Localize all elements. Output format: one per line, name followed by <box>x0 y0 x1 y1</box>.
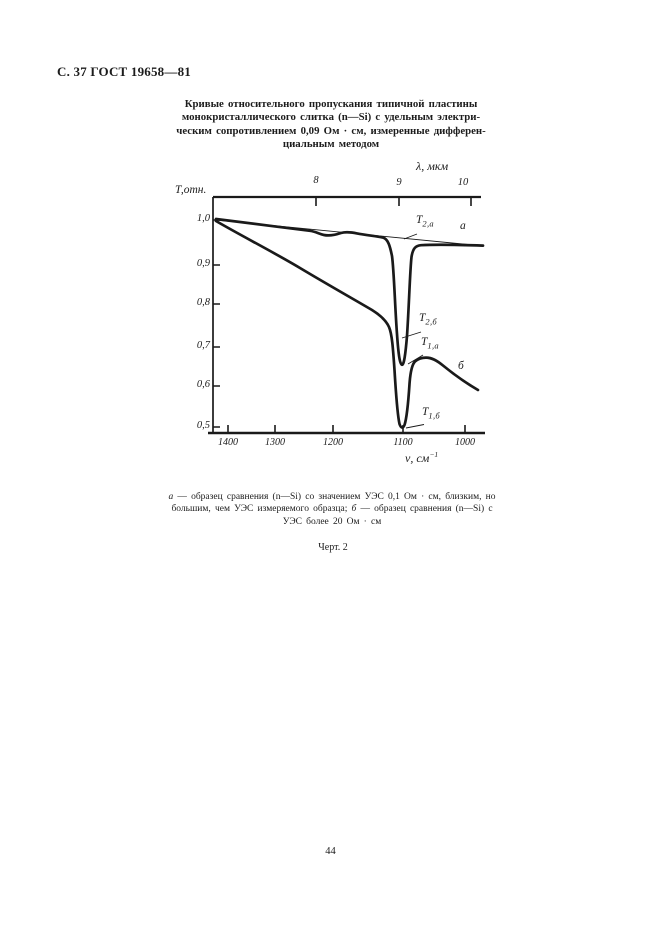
curve-b <box>214 219 480 429</box>
y-tick-0_5: 0,5 <box>196 420 210 431</box>
x-bottom-ticks <box>227 425 466 433</box>
x-top-tick-9: 9 <box>396 177 402 188</box>
figure-title-line-1: Кривые относительного пропускания типичн… <box>184 98 478 110</box>
y-tick-0_8: 0,8 <box>196 297 210 308</box>
annotation-t1a-base: T <box>421 336 428 348</box>
x-bottom-axis-label-base: ν, см <box>405 451 430 465</box>
x-bottom-tick-1300: 1300 <box>265 437 285 448</box>
y-axis-label: Т,отн. <box>175 184 207 196</box>
caption-line-1: а — образец сравнения (n—Si) со значение… <box>128 491 536 503</box>
page-number: 44 <box>325 846 336 857</box>
pointer-t2b <box>401 331 422 339</box>
caption-line-2-start: большим, чем УЭС измеряемого образца; <box>171 504 352 515</box>
annotation-curve-a: а <box>460 220 466 232</box>
figure-title-line-4: циальным методом <box>282 138 380 151</box>
y-tick-0_7: 0,7 <box>196 340 210 351</box>
annotation-t1b-base: T <box>422 406 429 418</box>
y-tick-0_9: 0,9 <box>196 258 210 269</box>
figure-title-line-2: монокристаллического слитка (n—Si) с уде… <box>181 111 481 124</box>
x-top-tick-10: 10 <box>457 177 469 188</box>
caption-line-3: УЭС более 20 Ом · см <box>282 516 382 527</box>
x-bottom-tick-1100: 1100 <box>393 437 413 448</box>
x-bottom-tick-1000: 1000 <box>455 437 475 448</box>
annotation-t1a-sub: 1,а <box>427 340 439 351</box>
annotation-t2a: T2,а <box>416 214 434 228</box>
x-bottom-tick-1400: 1400 <box>218 437 238 448</box>
figure-caption: а — образец сравнения (n—Si) со значение… <box>128 491 536 528</box>
page-header: С. 37 ГОСТ 19658—81 <box>57 64 191 79</box>
x-top-axis-label: λ, мкм <box>416 159 449 173</box>
pointer-t2a <box>403 233 418 240</box>
x-top-ticks <box>315 197 472 206</box>
curve-a <box>214 217 485 367</box>
figure-title-line-3: ческим сопротивлением 0,09 Ом · см, изме… <box>176 124 486 137</box>
chart-canvas <box>208 195 485 435</box>
annotation-t2a-sub: 2,а <box>422 218 434 229</box>
pointer-t1b <box>405 424 425 429</box>
y-tick-1_0: 1,0 <box>196 213 210 224</box>
figure-title: Кривые относительного пропускания типичн… <box>149 98 513 152</box>
annotation-t2b-sub: 2,б <box>425 316 437 327</box>
annotation-t1b: T1,б <box>422 406 440 420</box>
annotation-t2a-base: T <box>416 214 423 226</box>
caption-marker-a: а <box>168 492 174 502</box>
annotation-t2b: T2,б <box>419 312 437 326</box>
annotation-t1b-sub: 1,б <box>428 410 440 421</box>
caption-line-1-text: — образец сравнения (n—Si) со значением … <box>173 492 496 502</box>
annotation-t2b-base: T <box>419 312 426 324</box>
pointer-t1a <box>407 354 424 365</box>
figure-number: Черт. 2 <box>318 542 348 553</box>
annotation-curve-b: б <box>458 360 464 372</box>
annotation-t1a: T1,а <box>421 336 439 350</box>
x-bottom-tick-1200: 1200 <box>323 437 343 448</box>
transmission-chart: Т,отн. λ, мкм ν, см−1 1,0 0,9 0,8 0,7 0,… <box>160 158 495 473</box>
x-bottom-axis-label-sup: −1 <box>429 450 439 459</box>
caption-line-2: большим, чем УЭС измеряемого образца; б … <box>128 503 536 515</box>
caption-marker-b: б <box>351 504 357 515</box>
y-tick-0_6: 0,6 <box>196 379 210 390</box>
y-axis-ticks <box>213 219 220 428</box>
x-bottom-axis-label: ν, см−1 <box>405 450 438 466</box>
x-top-tick-8: 8 <box>313 175 319 186</box>
caption-line-2-text: — образец сравнения (n—Si) с <box>356 504 493 515</box>
